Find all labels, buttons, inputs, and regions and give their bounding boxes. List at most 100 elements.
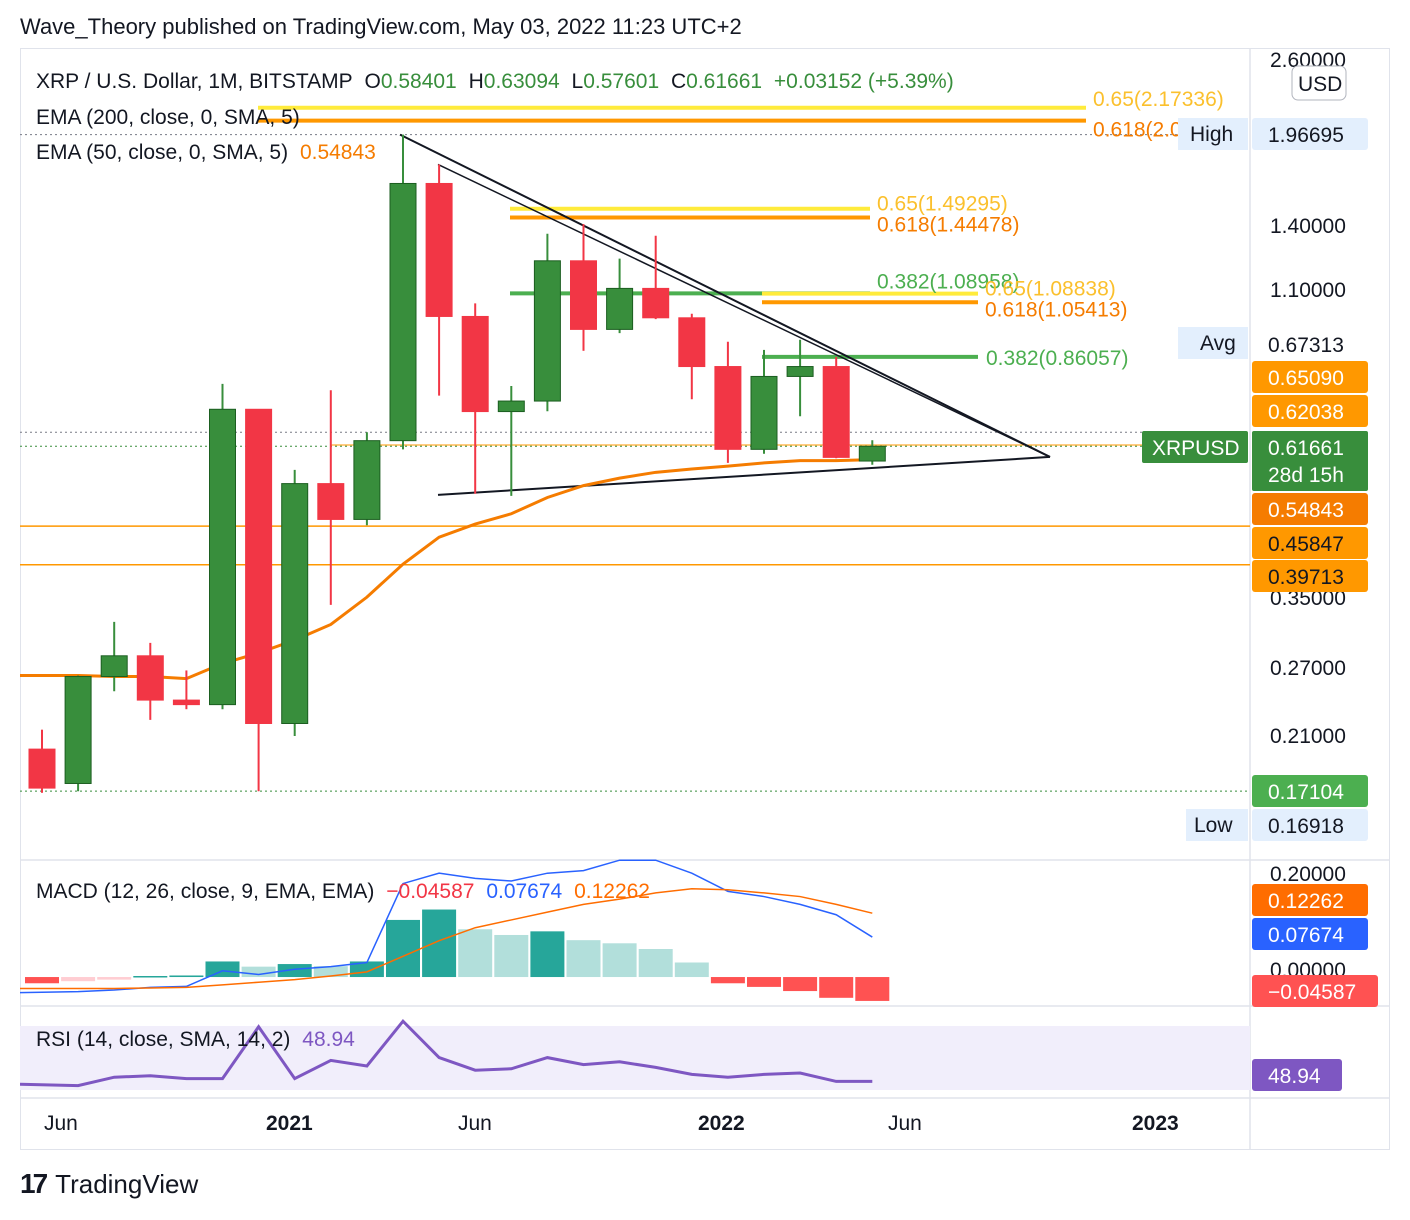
candle-body [858, 445, 886, 462]
macd-legend[interactable]: MACD (12, 26, close, 9, EMA, EMA) −0.045… [36, 880, 656, 904]
price-tag-0-17104-bg [1252, 775, 1368, 807]
macd-histogram-bar [422, 909, 457, 978]
symbol-tag: XRPUSD [1152, 437, 1240, 460]
legend-high-value: 0.63094 [483, 70, 560, 93]
candle-body [281, 483, 309, 724]
candle-body [353, 440, 381, 520]
symbol-legend: XRP / U.S. Dollar, 1M, BITSTAMP O0.58401… [36, 70, 960, 94]
macd-histogram-bar [277, 964, 312, 978]
candle-countdown: 28d 15h [1268, 464, 1344, 487]
time-tick-label: 2021 [266, 1112, 313, 1135]
candle-body [570, 260, 597, 330]
macd-histogram-bar [638, 949, 673, 978]
macd-histogram-bar [855, 977, 890, 1001]
legend-low-value: 0.57601 [583, 70, 660, 93]
candle-body [389, 182, 417, 442]
rsi-value-tag: 48.94 [1268, 1065, 1321, 1088]
macd-histogram-bar [458, 929, 493, 978]
price-tag-0-39713: 0.39713 [1268, 566, 1344, 589]
chart-canvas[interactable]: 0.65(2.17336)0.618(2.07199)0.65(1.49295)… [20, 48, 1390, 1150]
macd-signal-tag: 0.12262 [1268, 890, 1344, 913]
fib-label-2-17336: 0.65(2.17336) [1093, 88, 1224, 111]
usd-currency-label: USD [1298, 73, 1342, 96]
candle-body [136, 655, 164, 701]
price-tag-0-62038: 0.62038 [1268, 401, 1344, 424]
fib-label-1-08838: 0.65(1.08838) [985, 278, 1116, 301]
tradingview-footer[interactable]: 17 TradingView [20, 1168, 198, 1200]
avg-label: Avg [1200, 332, 1236, 355]
low-label: Low [1194, 814, 1233, 837]
macd-histogram-bar [386, 919, 420, 978]
avg-label-bg [1178, 327, 1248, 359]
publish-header: Wave_Theory published on TradingView.com… [20, 14, 742, 39]
ema50-legend[interactable]: EMA (50, close, 0, SMA, 5) 0.54843 [36, 141, 382, 165]
price-tag-0-45847: 0.45847 [1268, 533, 1344, 556]
candle-body [28, 748, 56, 789]
fib-label-1-44478: 0.618(1.44478) [877, 214, 1019, 237]
avg-value-tag-bg [1252, 328, 1368, 360]
candle-body [750, 375, 778, 450]
macd-histogram-bar [783, 977, 818, 992]
macd-histogram-bar [602, 943, 637, 978]
macd-line [20, 859, 873, 994]
price-tick-label: 0.20000 [1270, 863, 1346, 886]
fib-label-1-49295: 0.65(1.49295) [877, 193, 1008, 216]
macd-histogram-bar [313, 966, 348, 978]
legend-close-value: 0.61661 [686, 70, 763, 93]
time-tick-label: Jun [44, 1112, 78, 1135]
high-value-tag-bg [1252, 118, 1368, 150]
macd-histogram-bar [747, 977, 781, 987]
legend-change: +0.03152 (+5.39%) [773, 70, 954, 93]
candle-body [786, 366, 814, 377]
macd-line-value: 0.07674 [486, 880, 563, 903]
time-tick-label: Jun [458, 1112, 492, 1135]
rsi-legend[interactable]: RSI (14, close, SMA, 14, 2) 48.94 [36, 1028, 361, 1052]
candle-body [678, 317, 706, 368]
rsi-value: 48.94 [302, 1028, 355, 1051]
macd-signal-value: 0.12262 [574, 880, 650, 903]
macd-histogram-bar [710, 977, 745, 984]
fib-label-0-86057: 0.382(0.86057) [986, 347, 1128, 370]
macd-histogram-bar [133, 976, 168, 978]
time-tick-label: 2023 [1132, 1112, 1179, 1135]
ema50-label: EMA (50, close, 0, SMA, 5) [36, 141, 289, 164]
low-value-tag: 0.16918 [1268, 815, 1344, 838]
price-tag-0-39713-bg [1252, 560, 1368, 592]
price-tag-0-65090-bg [1252, 361, 1368, 393]
candle-body [64, 676, 92, 784]
price-tag-0-54843: 0.54843 [1268, 499, 1344, 522]
low-value-tag-bg [1252, 809, 1368, 841]
price-tick-label: 1.40000 [1270, 215, 1346, 238]
last-price-tag: 0.61661 [1268, 437, 1344, 460]
candle-body [461, 315, 489, 413]
candle-body [822, 366, 850, 458]
macd-histogram-bar [205, 961, 240, 978]
macd-line-tag-bg [1252, 918, 1368, 950]
price-tag-0-62038-bg [1252, 395, 1368, 427]
candle-body [425, 182, 453, 317]
time-tick-label: Jun [888, 1112, 922, 1135]
ema200-legend[interactable]: EMA (200, close, 0, SMA, 5) [36, 106, 306, 130]
triangle-upper-trendline-inner [437, 163, 1051, 458]
rsi-value-tag-bg [1252, 1059, 1342, 1091]
macd-hist-value: −0.04587 [386, 880, 475, 903]
triangle-lower-trendline [437, 455, 1051, 496]
avg-value-tag: 0.67313 [1268, 334, 1344, 357]
chart-container[interactable]: 0.65(2.17336) 0.618(2.07199) 0.65(1.49295)… [20, 48, 1390, 1150]
candle-body [245, 408, 273, 724]
legend-open-value: 0.58401 [380, 70, 457, 93]
legend-close-label: C [670, 70, 687, 93]
candle-body [642, 287, 670, 319]
tradingview-logo-icon: 17 [20, 1168, 48, 1199]
legend-low-label: L [571, 70, 584, 93]
high-label: High [1190, 123, 1233, 146]
macd-histogram-bar [97, 977, 132, 980]
macd-histogram-bar [61, 977, 96, 982]
high-label-bg [1178, 118, 1248, 150]
last-price-tag-bg [1252, 431, 1368, 491]
fib-label-1-05413: 0.618(1.05413) [985, 298, 1127, 321]
price-tick-label: 0.35000 [1270, 587, 1346, 610]
price-tag-0-17104: 0.17104 [1268, 781, 1344, 804]
macd-histogram-bar [494, 934, 529, 978]
ema200-label: EMA (200, close, 0, SMA, 5) [36, 106, 300, 129]
